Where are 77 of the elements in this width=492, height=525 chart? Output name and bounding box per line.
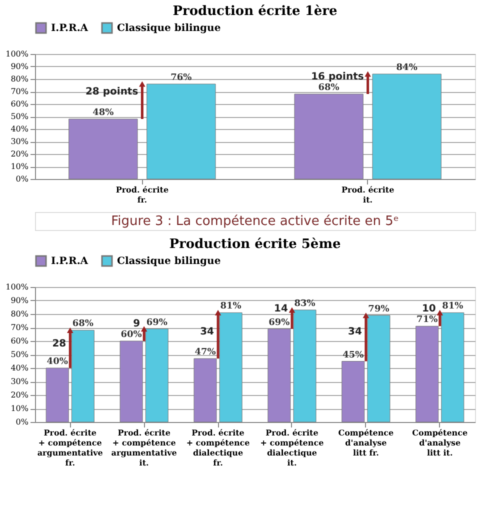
y-tick-label: 50%	[10, 350, 29, 359]
y-tick-label: 30%	[10, 137, 29, 146]
bar	[146, 84, 216, 180]
y-tick-label: 10%	[10, 404, 29, 413]
annotation: 34	[348, 326, 362, 338]
x-tick-label: Prod. écrite + compétence dialectique fr.	[186, 428, 250, 468]
y-tick-label: 0%	[16, 174, 29, 184]
data-label: 40%	[46, 357, 68, 367]
legend-label: I.P.R.A	[51, 23, 88, 34]
data-label: 47%	[194, 348, 216, 358]
data-label: 69%	[146, 318, 168, 328]
data-label: 68%	[318, 83, 340, 93]
bar	[416, 326, 439, 422]
y-tick-label: 20%	[10, 150, 29, 158]
bar	[441, 312, 464, 422]
bar	[194, 358, 217, 422]
annotation: 34	[200, 326, 214, 338]
y-tick-label: 10%	[10, 162, 29, 171]
bar	[46, 368, 69, 422]
x-tick-label: Prod. écrite + compétence argumentative fr.	[37, 428, 103, 468]
annotation: 14	[274, 304, 288, 315]
x-tick-label: Prod. écrite + compétence argumentative it.	[111, 428, 177, 468]
data-label: 71%	[416, 315, 438, 326]
y-tick-label: 40%	[10, 124, 29, 134]
data-label: 68%	[72, 319, 94, 330]
y-tick-label: 20%	[10, 390, 29, 400]
x-tick-label: Prod. écrite fr.	[116, 184, 169, 204]
data-label: 83%	[294, 298, 316, 309]
y-tick-label: 80%	[10, 74, 29, 84]
y-tick-label: 70%	[10, 323, 29, 332]
bar	[145, 328, 168, 422]
y-tick-label: 0%	[16, 418, 29, 426]
legend-label: I.P.R.A	[51, 256, 88, 267]
data-label: 69%	[268, 318, 290, 328]
bar	[68, 118, 138, 180]
y-tick-label: 90%	[10, 296, 29, 305]
y-tick-label: 80%	[10, 310, 29, 318]
y-tick-label: 60%	[10, 100, 29, 108]
y-tick-label: 50%	[10, 112, 29, 121]
bar	[372, 74, 442, 180]
data-label: 45%	[342, 350, 364, 360]
annotation: 9	[133, 318, 140, 330]
y-tick-label: 40%	[10, 364, 29, 372]
y-tick-label: 90%	[10, 62, 29, 71]
bar	[120, 340, 143, 422]
bar	[219, 312, 242, 422]
x-tick-label: Compétence d'analyse litt fr.	[338, 428, 394, 458]
data-label: 76%	[170, 73, 192, 83]
y-tick-label: 60%	[10, 336, 29, 346]
y-tick-label: 100%	[6, 50, 29, 58]
chart-title: Production écrite 1ère	[172, 4, 338, 19]
annotation: 28	[52, 338, 66, 350]
bar	[342, 361, 365, 422]
data-label: 60%	[120, 330, 142, 340]
chart-title: Production écrite 5ème	[169, 237, 341, 252]
x-tick-label: Prod. écrite + compétence dialectique it.	[260, 428, 324, 468]
bar	[268, 328, 291, 422]
legend-label: Classique bilingue	[117, 23, 221, 34]
data-label: 84%	[396, 63, 418, 73]
annotation: 10	[422, 304, 436, 315]
bar	[367, 315, 390, 422]
x-tick-label: Compétence d'analyse litt it.	[412, 428, 468, 458]
annotation: 28 points	[85, 86, 138, 98]
bar	[294, 94, 364, 180]
bar	[71, 330, 94, 422]
caption: Figure 3 : La compétence active écrite en 5ᵉ	[111, 214, 399, 229]
y-tick-label: 100%	[6, 282, 29, 292]
annotation: 16 points	[311, 72, 364, 82]
data-label: 48%	[92, 108, 114, 118]
y-tick-label: 70%	[10, 87, 29, 96]
data-label: 81%	[442, 302, 464, 312]
bar	[293, 310, 316, 422]
data-label: 81%	[220, 302, 242, 312]
x-tick-label: Prod. écrite it.	[341, 184, 394, 204]
data-label: 79%	[368, 304, 390, 314]
legend-label: Classique bilingue	[117, 256, 221, 267]
y-tick-label: 30%	[10, 377, 29, 386]
